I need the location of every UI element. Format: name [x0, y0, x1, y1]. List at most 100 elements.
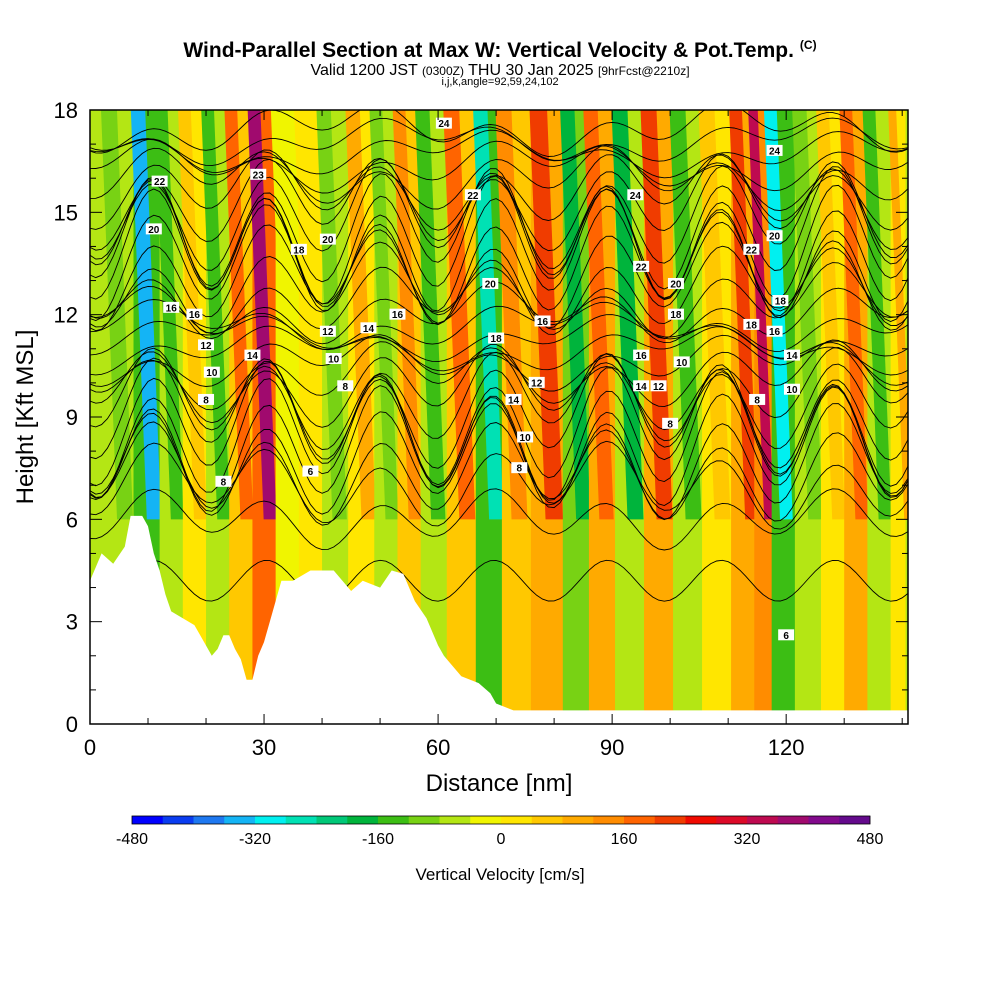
contour-label: 8: [517, 464, 523, 475]
colorbar-segment: [255, 816, 287, 824]
terrain-fill: [90, 515, 908, 724]
contour-label-bg: [302, 465, 319, 477]
colorbar-segment: [777, 816, 809, 824]
valid-utc: (0300Z): [421, 64, 464, 78]
colorbar-segment: [808, 816, 840, 824]
contour-label-bg: [743, 318, 760, 330]
velocity-band-core: [611, 110, 644, 520]
contour-label: 14: [636, 382, 648, 393]
isentrope-line: [90, 129, 908, 179]
colorbar-tick-label: -480: [116, 831, 148, 848]
contour-label: 8: [342, 382, 348, 393]
y-tick-label: 9: [66, 405, 78, 430]
contour-label-bg: [464, 189, 481, 201]
velocity-band-core: [130, 110, 162, 520]
velocity-band-core: [529, 110, 564, 520]
velocity-band-core: [640, 110, 673, 520]
y-axis: 0 3 6 9 12 15 18: [54, 98, 908, 737]
contour-label-bg: [673, 356, 690, 368]
y-tick-label: 3: [66, 610, 78, 635]
contour-label: 22: [154, 177, 166, 188]
contour-label: 10: [328, 355, 340, 366]
forecast-info: [9hrFcst@2210z]: [597, 64, 690, 78]
velocity-band-core: [729, 110, 758, 520]
potential-temperature-contours: [90, 110, 908, 602]
contour-label-bg: [151, 175, 168, 187]
isentrope-line: [90, 361, 908, 487]
velocity-band-core: [495, 110, 528, 520]
contour-label-bg: [633, 260, 650, 272]
velocity-band-core: [862, 110, 892, 520]
isentrope-line: [90, 221, 908, 332]
colorbar-segment: [531, 816, 563, 824]
contour-label-bg: [766, 144, 783, 156]
x-tick-label: 30: [252, 735, 276, 760]
contour-label: 16: [537, 317, 549, 328]
terrain: [90, 515, 908, 724]
contour-label: 10: [206, 368, 218, 379]
contour-label-bg: [766, 325, 783, 337]
velocity-band-core: [839, 110, 869, 520]
velocity-band-core: [583, 110, 614, 520]
contour-label: 20: [148, 225, 160, 236]
isentrope-line: [90, 403, 908, 521]
contour-label-bg: [650, 380, 667, 392]
contour-label: 14: [247, 351, 259, 362]
contour-label: 10: [520, 433, 532, 444]
contour-labels: 22 20 16 16 12 10 8 8 23 14 18 20 12 10 8 6 14 16 24 22 20 18…: [145, 117, 800, 642]
x-tick-label: 120: [768, 735, 805, 760]
contour-label: 22: [636, 262, 648, 273]
colorbar-segment: [378, 816, 410, 824]
contour-label-bg: [186, 308, 203, 320]
valid-date: THU 30 Jan 2025: [468, 62, 594, 79]
colorbar-segment: [624, 816, 656, 824]
isentrope-line: [90, 421, 908, 526]
contour-label-bg: [319, 233, 336, 245]
contour-label: 8: [221, 477, 227, 488]
contour-label-bg: [145, 223, 162, 235]
contour-label: 20: [322, 235, 334, 246]
colorbar-tick-label: 320: [734, 831, 761, 848]
contour-label-bg: [772, 295, 789, 307]
isentrope-line: [90, 149, 908, 231]
contour-label-bg: [749, 393, 766, 405]
isentrope-line: [90, 204, 908, 326]
contour-label: 8: [667, 419, 673, 430]
isentrope-line: [90, 339, 908, 411]
contour-label: 18: [670, 310, 682, 321]
y-tick-label: 0: [66, 712, 78, 737]
velocity-band-core: [345, 110, 376, 520]
isentrope-line: [90, 166, 908, 290]
contour-label-bg: [667, 277, 684, 289]
velocity-band-core: [294, 110, 323, 520]
velocity-band-core: [669, 110, 702, 520]
contour-label-bg: [511, 462, 528, 474]
contour-label-bg: [662, 417, 679, 429]
velocity-band-core: [247, 110, 277, 520]
chart-title: Wind-Parallel Section at Max W: Vertical…: [0, 38, 1000, 63]
contour-label: 12: [653, 382, 665, 393]
contour-label-bg: [360, 322, 377, 334]
isentrope-line: [90, 440, 908, 530]
isentrope-line: [90, 153, 908, 252]
x-tick-label: 0: [84, 735, 96, 760]
contour-label: 20: [670, 279, 682, 290]
contour-label: 18: [491, 334, 503, 345]
colorbar-segment: [224, 816, 256, 824]
contour-label: 16: [769, 327, 781, 338]
colorbar-segment: [193, 816, 225, 824]
section-params: i,j,k,angle=92,59,24,102: [441, 76, 559, 88]
contour-label: 14: [786, 351, 798, 362]
contour-label: 12: [322, 327, 334, 338]
isentrope-line: [90, 241, 908, 335]
contour-label-bg: [215, 475, 232, 487]
contour-label-bg: [778, 629, 795, 641]
isentrope-line: [90, 299, 908, 352]
copyright-mark: (C): [799, 38, 817, 52]
contour-label: 18: [775, 297, 787, 308]
colorbar-segment: [562, 816, 594, 824]
isentrope-line: [90, 138, 908, 194]
contour-label-bg: [482, 277, 499, 289]
contour-label: 16: [392, 310, 404, 321]
